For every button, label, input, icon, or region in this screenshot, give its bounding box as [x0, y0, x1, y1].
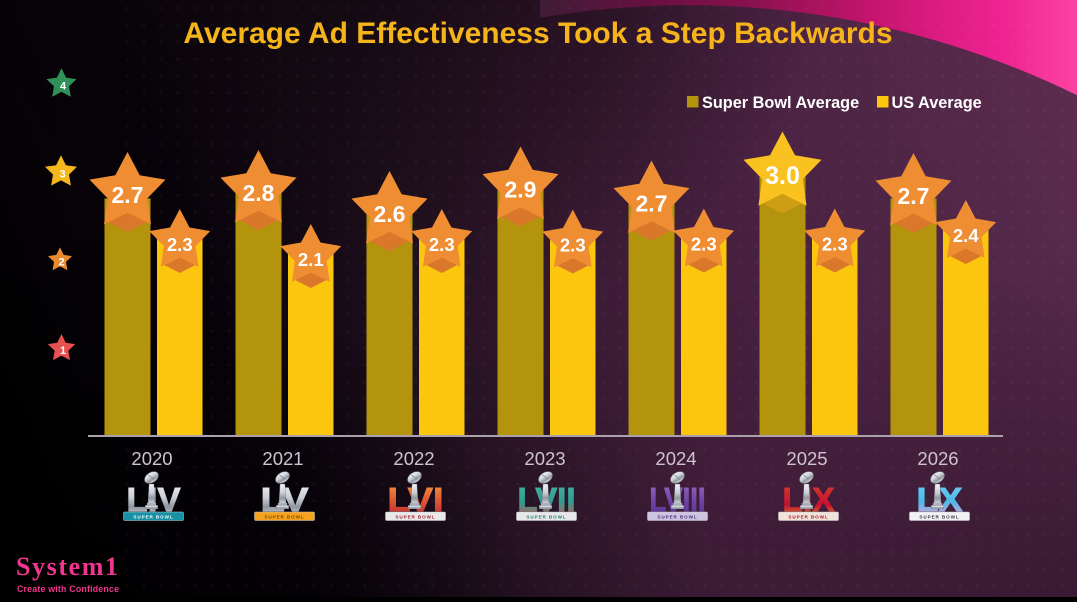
svg-text:2026: 2026 [917, 448, 958, 469]
svg-text:2.3: 2.3 [822, 234, 848, 255]
svg-text:2.9: 2.9 [505, 177, 537, 203]
svg-text:SUPER BOWL: SUPER BOWL [395, 515, 435, 520]
svg-text:SUPER BOWL: SUPER BOWL [264, 515, 304, 520]
svg-text:2.3: 2.3 [429, 234, 455, 255]
svg-text:SUPER BOWL: SUPER BOWL [526, 515, 566, 520]
svg-text:2.8: 2.8 [243, 180, 275, 206]
svg-text:3.0: 3.0 [765, 162, 800, 190]
svg-text:SUPER BOWL: SUPER BOWL [919, 515, 959, 520]
svg-text:2021: 2021 [262, 448, 303, 469]
svg-text:US Average: US Average [892, 94, 982, 112]
svg-text:2024: 2024 [655, 448, 696, 469]
svg-text:1: 1 [60, 345, 66, 357]
svg-text:2: 2 [58, 257, 64, 269]
svg-text:2.3: 2.3 [560, 235, 586, 256]
svg-text:2023: 2023 [524, 448, 565, 469]
svg-text:2.7: 2.7 [112, 182, 144, 208]
svg-text:Create with Confidence: Create with Confidence [17, 584, 119, 594]
svg-text:Average Ad Effectiveness Took: Average Ad Effectiveness Took a Step Bac… [183, 17, 892, 50]
svg-text:2.3: 2.3 [691, 234, 717, 255]
svg-text:2022: 2022 [393, 448, 434, 469]
svg-text:SUPER BOWL: SUPER BOWL [133, 515, 173, 520]
svg-text:System1: System1 [16, 552, 120, 581]
svg-text:2.1: 2.1 [298, 249, 324, 270]
svg-text:SUPER BOWL: SUPER BOWL [788, 515, 828, 520]
svg-text:2.4: 2.4 [953, 225, 979, 246]
svg-text:Super Bowl Average: Super Bowl Average [702, 94, 859, 112]
svg-text:2020: 2020 [131, 448, 172, 469]
svg-text:3: 3 [59, 169, 65, 181]
svg-text:2.7: 2.7 [898, 183, 930, 209]
svg-text:SUPER BOWL: SUPER BOWL [657, 515, 697, 520]
svg-text:2025: 2025 [786, 448, 827, 469]
svg-text:2.3: 2.3 [167, 234, 193, 255]
svg-text:2.6: 2.6 [374, 201, 406, 227]
svg-text:4: 4 [60, 81, 67, 93]
svg-text:2.7: 2.7 [636, 191, 668, 217]
